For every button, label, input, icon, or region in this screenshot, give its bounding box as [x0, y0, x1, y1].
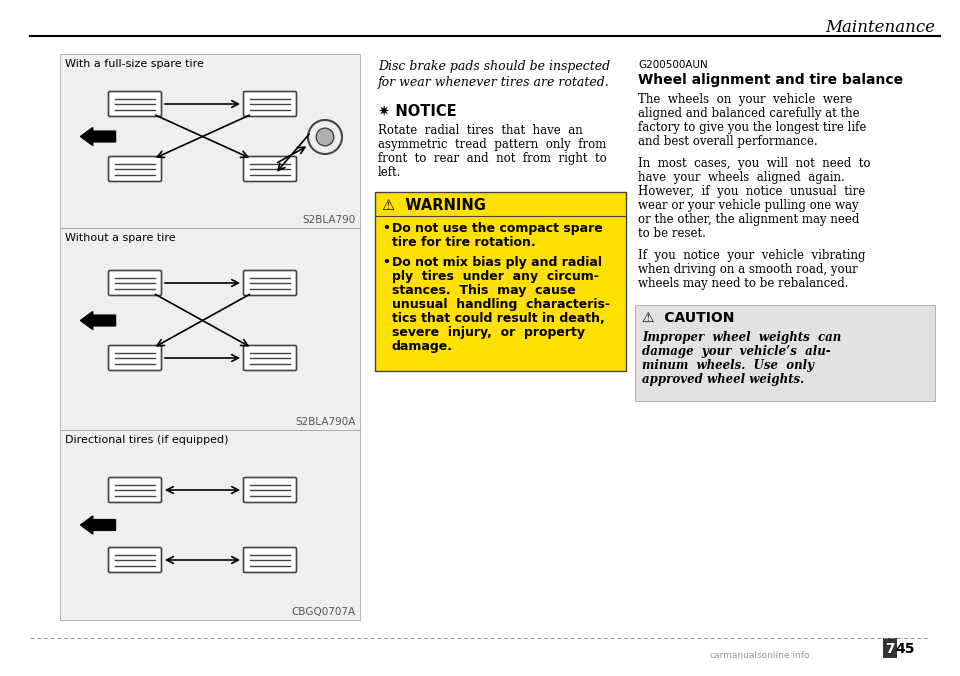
Text: Do not use the compact spare: Do not use the compact spare [392, 222, 603, 235]
Text: ⚠  WARNING: ⚠ WARNING [382, 198, 486, 213]
FancyBboxPatch shape [108, 548, 161, 573]
Text: ⚠  CAUTION: ⚠ CAUTION [642, 311, 734, 325]
Text: asymmetric  tread  pattern  only  from: asymmetric tread pattern only from [378, 138, 607, 151]
FancyBboxPatch shape [108, 270, 161, 295]
FancyBboxPatch shape [244, 548, 297, 573]
Text: ✷ NOTICE: ✷ NOTICE [378, 104, 457, 119]
Text: S2BLA790A: S2BLA790A [296, 417, 356, 427]
Text: Directional tires (if equipped): Directional tires (if equipped) [65, 435, 228, 445]
Text: carmanualsonline.info: carmanualsonline.info [709, 650, 810, 660]
FancyBboxPatch shape [108, 157, 161, 181]
Text: 7: 7 [885, 642, 895, 656]
Polygon shape [81, 516, 115, 534]
FancyBboxPatch shape [108, 477, 161, 502]
Text: and best overall performance.: and best overall performance. [638, 135, 818, 148]
Text: tire for tire rotation.: tire for tire rotation. [392, 236, 536, 249]
Polygon shape [81, 128, 115, 145]
Text: front  to  rear  and  not  from  right  to: front to rear and not from right to [378, 152, 607, 165]
Circle shape [316, 128, 334, 146]
FancyBboxPatch shape [244, 91, 297, 116]
FancyBboxPatch shape [244, 157, 297, 181]
FancyBboxPatch shape [883, 638, 897, 658]
Text: or the other, the alignment may need: or the other, the alignment may need [638, 213, 859, 226]
Text: to be reset.: to be reset. [638, 227, 706, 240]
FancyBboxPatch shape [244, 477, 297, 502]
Text: wheels may need to be rebalanced.: wheels may need to be rebalanced. [638, 277, 849, 290]
FancyBboxPatch shape [60, 54, 360, 620]
Text: minum  wheels.  Use  only: minum wheels. Use only [642, 359, 814, 372]
Text: With a full-size spare tire: With a full-size spare tire [65, 59, 204, 69]
Text: Rotate  radial  tires  that  have  an: Rotate radial tires that have an [378, 124, 583, 137]
Text: Do not mix bias ply and radial: Do not mix bias ply and radial [392, 256, 602, 269]
Text: damage  your  vehicle’s  alu-: damage your vehicle’s alu- [642, 345, 830, 358]
Text: Disc brake pads should be inspected: Disc brake pads should be inspected [378, 60, 611, 73]
Text: In  most  cases,  you  will  not  need  to: In most cases, you will not need to [638, 157, 871, 170]
Text: •: • [382, 222, 390, 235]
Text: tics that could result in death,: tics that could result in death, [392, 312, 605, 325]
Text: The  wheels  on  your  vehicle  were: The wheels on your vehicle were [638, 93, 852, 106]
Polygon shape [81, 312, 115, 329]
Text: when driving on a smooth road, your: when driving on a smooth road, your [638, 263, 857, 276]
Text: ply  tires  under  any  circum-: ply tires under any circum- [392, 270, 599, 283]
Text: have  your  wheels  aligned  again.: have your wheels aligned again. [638, 171, 845, 184]
Text: However,  if  you  notice  unusual  tire: However, if you notice unusual tire [638, 185, 865, 198]
Text: aligned and balanced carefully at the: aligned and balanced carefully at the [638, 107, 859, 120]
Text: factory to give you the longest tire life: factory to give you the longest tire lif… [638, 121, 866, 134]
FancyBboxPatch shape [375, 192, 626, 371]
Text: unusual  handling  characteris-: unusual handling characteris- [392, 298, 610, 311]
Text: approved wheel weights.: approved wheel weights. [642, 373, 804, 386]
FancyBboxPatch shape [244, 345, 297, 370]
FancyBboxPatch shape [244, 270, 297, 295]
Text: 45: 45 [896, 642, 915, 656]
FancyBboxPatch shape [635, 305, 935, 401]
FancyBboxPatch shape [108, 345, 161, 370]
Text: wear or your vehicle pulling one way: wear or your vehicle pulling one way [638, 199, 858, 212]
Text: •: • [382, 256, 390, 269]
Text: Wheel alignment and tire balance: Wheel alignment and tire balance [638, 73, 903, 87]
Text: for wear whenever tires are rotated.: for wear whenever tires are rotated. [378, 76, 610, 89]
FancyBboxPatch shape [108, 91, 161, 116]
Text: Maintenance: Maintenance [825, 20, 935, 37]
Text: damage.: damage. [392, 340, 453, 353]
Text: CBGQ0707A: CBGQ0707A [292, 607, 356, 617]
Text: stances.  This  may  cause: stances. This may cause [392, 284, 576, 297]
Text: G200500AUN: G200500AUN [638, 60, 708, 70]
Text: Improper  wheel  weights  can: Improper wheel weights can [642, 331, 841, 344]
Text: Without a spare tire: Without a spare tire [65, 233, 176, 243]
Text: left.: left. [378, 166, 401, 179]
Text: If  you  notice  your  vehicle  vibrating: If you notice your vehicle vibrating [638, 249, 866, 262]
Text: severe  injury,  or  property: severe injury, or property [392, 326, 585, 339]
Text: S2BLA790: S2BLA790 [302, 215, 356, 225]
